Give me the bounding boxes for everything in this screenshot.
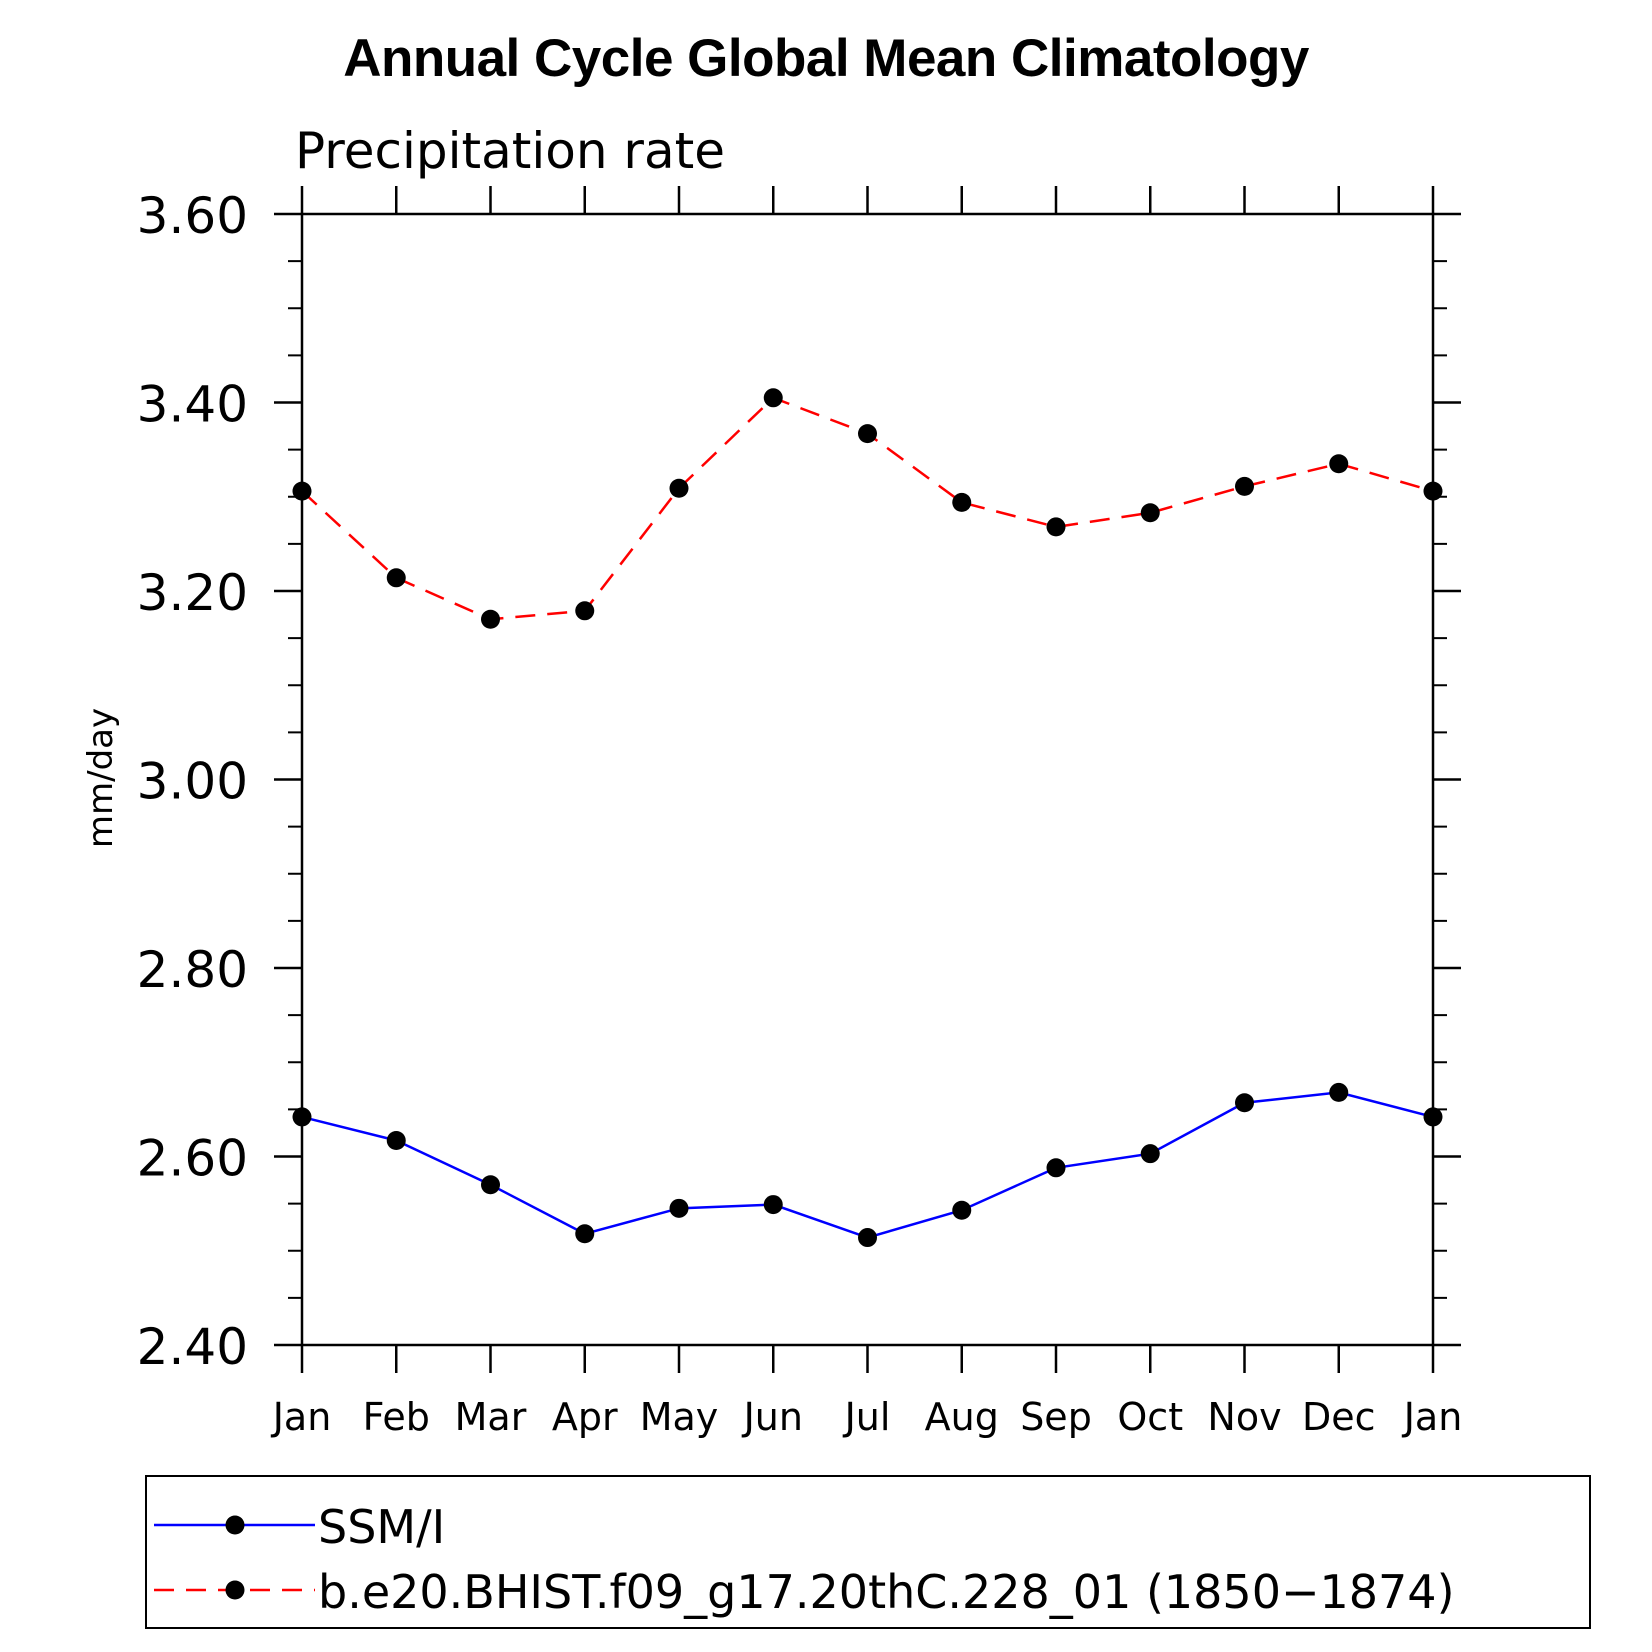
series-2-point [1046,517,1066,537]
chart-subtitle: Precipitation rate [295,122,725,180]
x-tick-label: Mar [455,1395,527,1439]
y-axis-label: mm/day [81,708,121,848]
legend-marker-1 [225,1515,245,1535]
legend-box [145,1475,1591,1629]
series-2-point [575,601,595,621]
series-2-point [858,424,877,444]
y-tick-label: 2.40 [137,1318,248,1376]
series-1-point [1140,1144,1160,1164]
x-tick-label: Jul [843,1395,891,1439]
series-1-point [763,1195,783,1215]
series-2-point [952,492,972,512]
x-tick-label: Sep [1020,1395,1092,1439]
x-tick-label: Aug [925,1395,999,1439]
y-tick-label: 2.80 [137,941,248,999]
legend-label-2: b.e20.BHIST.f09_g17.20thC.228_01 (1850−1… [318,1565,1455,1619]
series-1-point [1423,1107,1443,1127]
chart-title: Annual Cycle Global Mean Climatology [343,29,1309,88]
series-1-point [1329,1082,1349,1102]
y-tick-label: 3.20 [137,564,248,622]
y-tick-label: 3.40 [137,376,248,434]
x-tick-label: Feb [363,1395,430,1439]
series-line-1 [301,1091,1434,1239]
series-1-point [1046,1158,1066,1178]
x-tick-label: Apr [552,1395,618,1439]
y-tick-label: 3.60 [137,187,248,245]
series-1-point [292,1107,312,1127]
x-tick-label: Jan [271,1395,332,1439]
x-tick-label: May [640,1395,719,1439]
series-2-point [763,388,783,408]
series-1-point [952,1200,972,1220]
x-tick-label: Nov [1207,1395,1281,1439]
series-2-point [386,568,406,588]
series-layer [292,388,1443,1248]
x-tick-label: Jan [1402,1395,1463,1439]
series-2-point [292,481,312,501]
series-2-point [1329,454,1349,474]
series-2-point [481,609,500,629]
series-1-point [1235,1093,1254,1113]
legend-label-1: SSM/I [318,1500,445,1554]
series-1-point [481,1175,500,1195]
series-2-point [1235,476,1254,496]
series-2-point [1140,503,1160,523]
x-tick-label: Jun [742,1395,803,1439]
x-tick-label: Oct [1117,1395,1183,1439]
series-1-point [858,1228,877,1248]
axis-ticks: Jan Feb Mar Apr May Jun Jul Aug Sep Oct Nov Dec Jan 2… [137,186,1463,1439]
series-1-point [386,1130,406,1150]
series-1-point [575,1224,595,1244]
legend: SSM/I b.e20.BHIST.f09_g17.20thC.228_01 (1… [145,1475,1591,1629]
series-1-point [669,1198,689,1218]
legend-marker-2 [225,1580,245,1600]
y-tick-label: 2.60 [137,1130,248,1188]
series-2-point [669,478,689,498]
x-tick-label: Dec [1302,1395,1376,1439]
y-tick-label: 3.00 [137,753,248,811]
series-2-point [1423,481,1443,501]
